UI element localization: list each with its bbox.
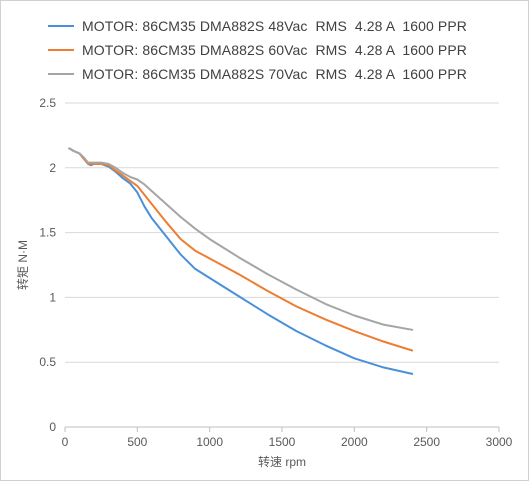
legend-label-60vac: MOTOR: 86CM35 DMA882S 60Vac RMS 4.28 A 1…: [82, 42, 467, 58]
legend: MOTOR: 86CM35 DMA882S 48Vac RMS 4.28 A 1…: [48, 14, 467, 86]
y-axis-title: 转矩 N·M: [15, 240, 30, 290]
legend-item-60vac: MOTOR: 86CM35 DMA882S 60Vac RMS 4.28 A 1…: [48, 38, 467, 62]
y-tick-label-1: 0.5: [39, 355, 56, 369]
x-tick-label-2: 1000: [196, 435, 223, 449]
x-tick-label-3: 1500: [269, 435, 296, 449]
series-lines: [68, 147, 414, 375]
legend-swatch-48vac: [48, 25, 74, 27]
x-tick-labels: 0 500 1000 1500 2000 2500 3000: [62, 435, 513, 449]
y-tick-label-3: 1.5: [39, 226, 56, 240]
x-tick-label-1: 500: [127, 435, 147, 449]
y-tick-label-4: 2: [49, 161, 56, 175]
series-line-0: [68, 147, 414, 375]
x-tick-label-4: 2000: [341, 435, 368, 449]
legend-swatch-60vac: [48, 49, 74, 51]
legend-label-48vac: MOTOR: 86CM35 DMA882S 48Vac RMS 4.28 A 1…: [82, 18, 467, 34]
legend-item-70vac: MOTOR: 86CM35 DMA882S 70Vac RMS 4.28 A 1…: [48, 62, 467, 86]
axes: [64, 426, 500, 432]
y-tick-label-0: 0: [49, 420, 56, 434]
y-tick-labels: 0 0.5 1 1.5 2 2.5: [39, 96, 56, 434]
x-axis-title: 转速 rpm: [258, 454, 306, 469]
y-tick-label-2: 1: [49, 290, 56, 304]
x-tick-label-6: 3000: [486, 435, 513, 449]
x-tick-label-5: 2500: [413, 435, 440, 449]
grid-lines: [65, 102, 499, 363]
series-line-1: [68, 147, 414, 352]
legend-item-48vac: MOTOR: 86CM35 DMA882S 48Vac RMS 4.28 A 1…: [48, 14, 467, 38]
y-tick-label-5: 2.5: [39, 96, 56, 110]
series-line-2: [68, 147, 414, 331]
legend-swatch-70vac: [48, 73, 74, 75]
x-tick-label-0: 0: [62, 435, 69, 449]
legend-label-70vac: MOTOR: 86CM35 DMA882S 70Vac RMS 4.28 A 1…: [82, 66, 467, 82]
